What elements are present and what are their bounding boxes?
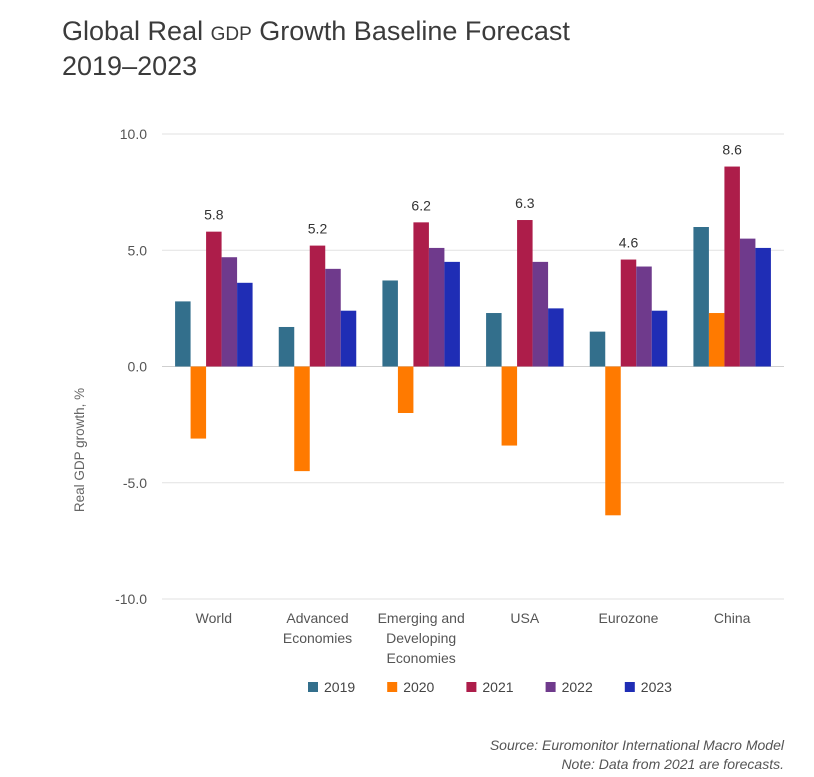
chart-title: Global Real GDP Growth Baseline Forecast… bbox=[62, 14, 570, 84]
category-label: World bbox=[196, 610, 232, 626]
bar-2020 bbox=[605, 366, 621, 516]
legend-swatch-2022 bbox=[545, 682, 556, 692]
category-label: Emerging and bbox=[378, 610, 465, 626]
category-label: China bbox=[714, 610, 751, 626]
data-label: 5.8 bbox=[204, 207, 224, 223]
chart-title-gdp: GDP bbox=[210, 16, 252, 46]
bar-2023 bbox=[651, 310, 668, 367]
legend-label-2022: 2022 bbox=[562, 679, 593, 695]
chart-title-part2: Growth Baseline Forecast bbox=[251, 16, 570, 46]
chart-title-years: 2019–2023 bbox=[62, 51, 198, 81]
bar-2021 bbox=[724, 166, 740, 367]
y-axis-title: Real GDP growth, % bbox=[72, 388, 87, 512]
bar-2019 bbox=[589, 331, 606, 367]
legend-label-2021: 2021 bbox=[482, 679, 513, 695]
bar-2019 bbox=[486, 313, 502, 367]
bar-2022 bbox=[532, 261, 549, 367]
legend-swatch-2023 bbox=[624, 682, 635, 692]
bar-2020 bbox=[501, 366, 518, 446]
bar-2019 bbox=[175, 301, 191, 367]
bar-2020 bbox=[190, 366, 207, 439]
y-tick-label: -10.0 bbox=[115, 591, 147, 607]
bar-2019 bbox=[693, 227, 709, 367]
data-label: 5.2 bbox=[308, 221, 328, 237]
data-label: 6.3 bbox=[515, 195, 535, 211]
source-note: Source: Euromonitor International Macro … bbox=[489, 737, 784, 753]
chart-title-part1: Global Real bbox=[62, 16, 211, 46]
bar-2022 bbox=[325, 268, 341, 367]
bar-2020 bbox=[294, 366, 310, 472]
category-label: Developing bbox=[386, 630, 456, 646]
bar-2022 bbox=[739, 238, 756, 367]
data-label: 6.2 bbox=[411, 197, 431, 213]
bar-2023 bbox=[755, 247, 771, 367]
category-label: Economies bbox=[283, 630, 352, 646]
bar-2022 bbox=[221, 257, 238, 367]
y-tick-label: 10.0 bbox=[120, 126, 147, 142]
bar-2019 bbox=[382, 280, 398, 367]
bar-2022 bbox=[428, 247, 445, 367]
category-label: Economies bbox=[387, 650, 456, 666]
data-label: 8.6 bbox=[722, 142, 742, 158]
bar-2021 bbox=[517, 220, 533, 367]
y-tick-label: 5.0 bbox=[128, 242, 148, 258]
legend-label-2019: 2019 bbox=[324, 679, 355, 695]
bar-2023 bbox=[444, 261, 460, 367]
bar-2020 bbox=[397, 366, 414, 413]
y-tick-label: -5.0 bbox=[123, 475, 147, 491]
bar-2021 bbox=[309, 245, 326, 367]
bar-2021 bbox=[620, 259, 637, 367]
category-label: USA bbox=[510, 610, 539, 626]
bar-2019 bbox=[278, 326, 295, 367]
legend-swatch-2019 bbox=[308, 682, 318, 692]
bar-2023 bbox=[237, 282, 253, 367]
bar-2023 bbox=[548, 308, 564, 367]
bar-2020 bbox=[708, 313, 725, 367]
bar-2023 bbox=[340, 310, 357, 367]
data-label: 4.6 bbox=[619, 235, 639, 251]
forecast-note: Note: Data from 2021 are forecasts. bbox=[561, 756, 784, 772]
category-label: Advanced bbox=[286, 610, 348, 626]
chart-footer: Source: Euromonitor International Macro … bbox=[490, 736, 784, 774]
category-label: Eurozone bbox=[599, 610, 659, 626]
legend-swatch-2020 bbox=[387, 682, 398, 692]
legend-label-2020: 2020 bbox=[403, 679, 434, 695]
legend-label-2023: 2023 bbox=[641, 679, 672, 695]
bar-2021 bbox=[413, 222, 429, 367]
y-tick-label: 0.0 bbox=[128, 359, 148, 375]
bar-2021 bbox=[206, 231, 222, 367]
legend-swatch-2021 bbox=[466, 682, 477, 692]
bar-2022 bbox=[636, 266, 652, 367]
